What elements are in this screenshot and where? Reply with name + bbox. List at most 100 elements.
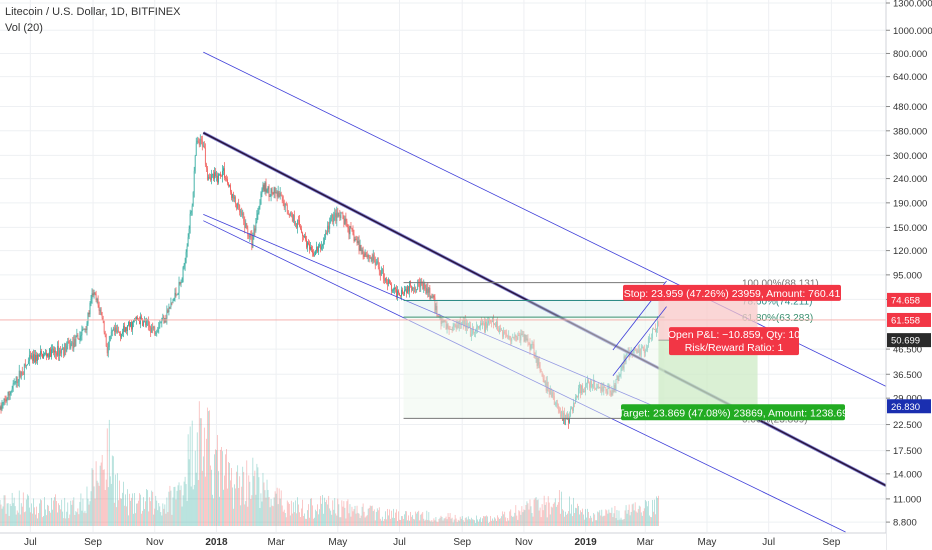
volume-bar: [336, 515, 338, 526]
candle-body: [341, 212, 343, 214]
volume-bar: [636, 512, 638, 526]
volume-bar: [84, 510, 86, 526]
volume-bar: [222, 451, 223, 526]
volume-bar: [392, 517, 393, 526]
candle-body: [312, 250, 313, 253]
price-tick-label: 95.000: [893, 270, 922, 281]
candle-body: [253, 228, 255, 237]
volume-bar: [328, 495, 330, 526]
candle-body: [331, 214, 333, 218]
price-tag-box[interactable]: [887, 333, 931, 348]
volume-bar: [338, 504, 340, 526]
candle-body: [216, 175, 217, 177]
volume-bar: [16, 510, 18, 526]
volume-bar: [25, 499, 27, 526]
volume-bar: [214, 454, 215, 526]
price-tag-box[interactable]: [887, 399, 931, 414]
volume-bar: [220, 449, 221, 526]
volume-bar: [196, 432, 198, 526]
volume-bar: [47, 504, 48, 526]
candle-body: [244, 221, 246, 229]
candle-body: [415, 288, 417, 290]
volume-bar: [383, 518, 385, 526]
candle-body: [292, 215, 294, 221]
volume-bar: [43, 515, 44, 526]
price-axis[interactable]: 1300.000 1000.000 800.000 640.000 480.000 380…: [885, 0, 932, 550]
volume-bar: [501, 516, 503, 526]
candle-body: [160, 322, 162, 324]
candle-body: [32, 355, 33, 361]
main-trendline[interactable]: [202, 132, 887, 487]
volume-bar: [598, 512, 600, 526]
candle-body: [434, 297, 436, 311]
candle-body: [324, 237, 326, 242]
target-label-box[interactable]: [621, 404, 845, 421]
candle-body: [260, 193, 262, 205]
volume-bar: [46, 515, 47, 526]
candle-body: [7, 391, 9, 399]
volume-bar: [388, 515, 389, 526]
time-tick-label: Nov: [515, 537, 533, 548]
volume-bar: [116, 473, 118, 526]
pnl-label-box[interactable]: [669, 327, 799, 356]
volume-bar: [397, 520, 398, 526]
volume-bar: [266, 479, 268, 526]
volume-bar: [172, 497, 174, 526]
small-channel-lower[interactable]: [612, 306, 667, 376]
price-tag-box[interactable]: [887, 312, 931, 327]
volume-bar: [68, 518, 70, 526]
candle-body: [38, 354, 39, 357]
volume-bar: [560, 491, 562, 526]
stop-label-box[interactable]: [623, 284, 841, 301]
candle-body: [27, 361, 29, 365]
price-tick-label: 640.000: [893, 72, 927, 83]
volume-bar: [228, 461, 229, 526]
candle-body: [290, 213, 292, 214]
volume-bar: [523, 509, 525, 526]
candle-body: [91, 293, 93, 299]
candle-body: [334, 213, 336, 218]
volume-bar: [19, 514, 21, 526]
candle-body: [252, 236, 254, 248]
volume-bar: [61, 499, 63, 526]
candle-body: [35, 355, 36, 363]
volume-bar: [223, 489, 224, 526]
volume-bar: [207, 411, 209, 526]
candle-body: [397, 290, 398, 297]
volume-bar: [252, 457, 254, 526]
volume-bar: [299, 512, 300, 526]
candle-body: [188, 228, 190, 238]
candle-body: [146, 320, 148, 326]
volume-bar: [522, 512, 524, 526]
volume-bar: [434, 520, 436, 526]
candle-body: [98, 305, 100, 311]
volume-bar: [592, 521, 594, 526]
volume-bar: [301, 508, 302, 526]
candle-body: [408, 286, 409, 292]
candle-body: [186, 246, 188, 253]
volume-bar: [193, 484, 195, 526]
volume-bar: [170, 490, 172, 526]
volume-bar: [2, 506, 4, 526]
volume-bar: [333, 509, 335, 526]
candle-body: [168, 306, 170, 312]
candle-body: [319, 244, 320, 246]
volume-bar: [332, 500, 334, 526]
candle-body: [149, 325, 151, 328]
volume-bar: [606, 510, 608, 526]
volume-bar: [647, 500, 649, 526]
volume-bar: [585, 509, 586, 526]
candle-body: [39, 355, 40, 357]
chart-drawings[interactable]: 100.00%(88.131) 78.60%(74.211) 61.80%(63.2…: [0, 51, 887, 533]
volume-bar: [377, 510, 379, 526]
time-axis[interactable]: Jul Sep Nov 2018 Mar May Jul Sep Nov 2019 Mar May Ju…: [0, 532, 886, 550]
volume-bar: [602, 516, 604, 526]
volume-bar: [625, 505, 627, 526]
volume-bar: [481, 522, 482, 526]
candle-body: [395, 287, 396, 290]
candle-body: [205, 164, 207, 169]
volume-bar: [88, 504, 90, 526]
price-tag-box[interactable]: [887, 292, 931, 307]
volume-bar: [195, 472, 197, 526]
